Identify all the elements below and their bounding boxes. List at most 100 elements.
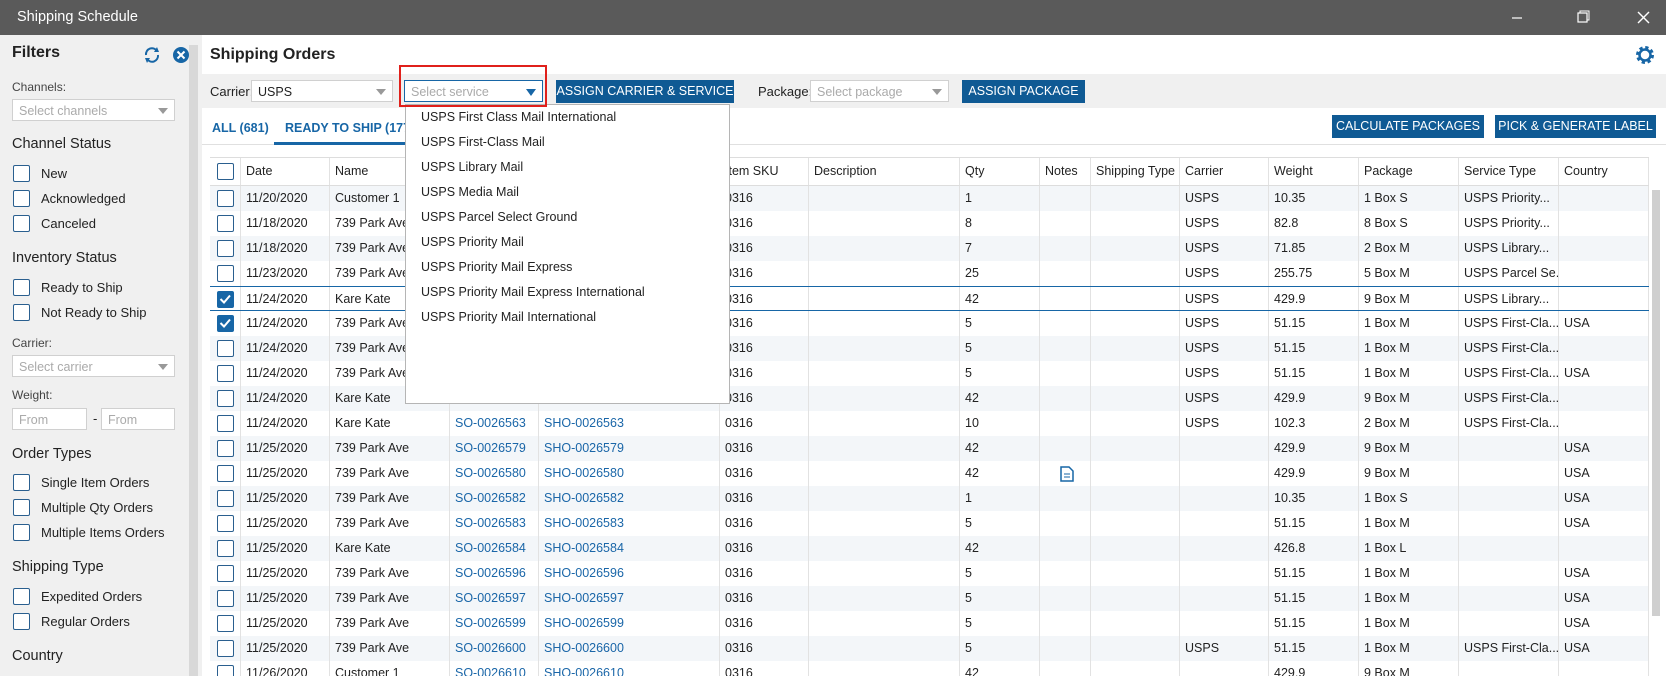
checkbox[interactable] xyxy=(13,165,30,182)
cell[interactable]: SHO-0026583 xyxy=(539,511,720,536)
cell[interactable]: SHO-0026610 xyxy=(539,661,720,676)
checkbox[interactable] xyxy=(13,215,30,232)
cell[interactable]: SO-0026583 xyxy=(450,511,539,536)
checkbox[interactable] xyxy=(217,615,234,632)
checkbox[interactable] xyxy=(13,588,30,605)
cell: 11/25/2020 xyxy=(241,536,330,561)
cell[interactable]: SO-0026610 xyxy=(450,661,539,676)
select[interactable]: Select channels xyxy=(12,99,175,121)
settings-icon[interactable] xyxy=(1634,44,1656,66)
dropdown-option[interactable]: USPS Priority Mail Express xyxy=(421,260,573,274)
cell[interactable]: SHO-0026600 xyxy=(539,636,720,661)
table-row[interactable]: 11/25/2020 739 Park Ave SO-0026582 SHO-0026… xyxy=(210,486,1649,511)
cell[interactable]: SO-0026584 xyxy=(450,536,539,561)
checkbox[interactable] xyxy=(217,590,234,607)
cell[interactable]: SHO-0026582 xyxy=(539,486,720,511)
cell[interactable]: SO-0026582 xyxy=(450,486,539,511)
cell[interactable]: SO-0026600 xyxy=(450,636,539,661)
checkbox[interactable] xyxy=(13,524,30,541)
checkbox[interactable] xyxy=(217,515,234,532)
header-cell: Description xyxy=(809,158,960,185)
cell[interactable]: SHO-0026599 xyxy=(539,611,720,636)
checkbox-checked[interactable] xyxy=(217,291,234,308)
checkbox[interactable] xyxy=(217,190,234,207)
dropdown-option[interactable]: USPS Priority Mail xyxy=(421,235,524,249)
cell[interactable]: SO-0026563 xyxy=(450,411,539,436)
table-row[interactable]: 11/26/2020 Customer 1 SO-0026610 SHO-002661… xyxy=(210,661,1649,676)
dropdown-option[interactable]: USPS Library Mail xyxy=(421,160,524,174)
checkbox[interactable] xyxy=(217,665,234,676)
cell[interactable]: SHO-0026579 xyxy=(539,436,720,461)
table-row[interactable]: 11/25/2020 739 Park Ave SO-0026597 SHO-0026… xyxy=(210,586,1649,611)
checkbox[interactable] xyxy=(217,440,234,457)
table-row[interactable]: 11/24/2020 Kare Kate SO-0026563 SHO-0026563… xyxy=(210,411,1649,436)
scrollbar[interactable] xyxy=(189,45,198,676)
filter-icons[interactable] xyxy=(142,45,192,65)
cell[interactable]: SHO-0026563 xyxy=(539,411,720,436)
table-row[interactable]: 11/25/2020 739 Park Ave SO-0026599 SHO-0026… xyxy=(210,611,1649,636)
checkbox[interactable] xyxy=(13,499,30,516)
button[interactable]: ASSIGN PACKAGE xyxy=(962,80,1085,103)
button[interactable]: CALCULATE PACKAGES xyxy=(1332,115,1484,138)
checkbox[interactable] xyxy=(13,279,30,296)
dropdown-option[interactable]: USPS Parcel Select Ground xyxy=(421,210,578,224)
checkbox[interactable] xyxy=(217,490,234,507)
carrier-select[interactable]: USPS xyxy=(251,80,393,102)
select[interactable]: Select carrier xyxy=(12,355,175,377)
dropdown-option[interactable]: USPS Priority Mail International xyxy=(421,310,597,324)
weight-input[interactable]: From xyxy=(12,408,87,430)
tab-active[interactable]: READY TO SHIP (177) xyxy=(285,121,415,135)
cell[interactable]: SO-0026579 xyxy=(450,436,539,461)
service-select[interactable]: Select service xyxy=(404,80,543,102)
cell xyxy=(1459,461,1559,486)
window-controls[interactable] xyxy=(1512,10,1662,26)
table-row[interactable]: 11/25/2020 739 Park Ave SO-0026580 SHO-0026… xyxy=(210,461,1649,486)
tab[interactable]: ALL (681) xyxy=(212,121,269,135)
package-select[interactable]: Select package xyxy=(810,80,949,102)
checkbox[interactable] xyxy=(217,265,234,282)
note-icon[interactable] xyxy=(1060,466,1074,482)
checkbox[interactable] xyxy=(13,613,30,630)
cell[interactable]: SHO-0026584 xyxy=(539,536,720,561)
cell[interactable]: SHO-0026596 xyxy=(539,561,720,586)
cell[interactable]: SHO-0026597 xyxy=(539,586,720,611)
cell[interactable]: SO-0026597 xyxy=(450,586,539,611)
table-row[interactable]: 11/18/2020 739 Park Ave 0316 8 USPS 82.8 8 Box… xyxy=(210,211,1649,236)
dropdown-option[interactable]: USPS First Class Mail International xyxy=(421,110,617,124)
table-row[interactable]: 11/25/2020 739 Park Ave SO-0026583 SHO-0026… xyxy=(210,511,1649,536)
checkbox[interactable] xyxy=(217,465,234,482)
checkbox-checked[interactable] xyxy=(217,315,234,332)
table-scrollbar[interactable] xyxy=(1652,190,1660,616)
weight-input[interactable]: From xyxy=(101,408,175,430)
cell: 11/25/2020 xyxy=(241,636,330,661)
checkbox[interactable] xyxy=(217,240,234,257)
cell xyxy=(1091,386,1180,411)
checkbox[interactable] xyxy=(217,540,234,557)
table-row[interactable]: 11/25/2020 739 Park Ave SO-0026579 SHO-0026… xyxy=(210,436,1649,461)
checkbox[interactable] xyxy=(217,163,234,180)
checkbox[interactable] xyxy=(13,474,30,491)
table-row[interactable]: 11/25/2020 739 Park Ave SO-0026596 SHO-0026… xyxy=(210,561,1649,586)
cell: 0316 xyxy=(720,486,809,511)
button[interactable]: ASSIGN CARRIER & SERVICE xyxy=(556,80,734,103)
dropdown-option[interactable]: USPS First-Class Mail xyxy=(421,135,545,149)
checkbox[interactable] xyxy=(13,304,30,321)
cell[interactable]: SO-0026580 xyxy=(450,461,539,486)
dropdown-option[interactable]: USPS Priority Mail Express International xyxy=(421,285,645,299)
checkbox[interactable] xyxy=(217,640,234,657)
checkbox[interactable] xyxy=(217,415,234,432)
checkbox[interactable] xyxy=(13,190,30,207)
checkbox[interactable] xyxy=(217,565,234,582)
button[interactable]: PICK & GENERATE LABEL xyxy=(1495,115,1656,138)
table-row[interactable]: 11/25/2020 Kare Kate SO-0026584 SHO-0026584… xyxy=(210,536,1649,561)
dropdown-option[interactable]: USPS Media Mail xyxy=(421,185,519,199)
cell[interactable]: SO-0026596 xyxy=(450,561,539,586)
checkbox[interactable] xyxy=(217,215,234,232)
label: Weight: xyxy=(12,388,53,402)
checkbox[interactable] xyxy=(217,340,234,357)
checkbox[interactable] xyxy=(217,365,234,382)
cell[interactable]: SHO-0026580 xyxy=(539,461,720,486)
cell[interactable]: SO-0026599 xyxy=(450,611,539,636)
checkbox[interactable] xyxy=(217,390,234,407)
table-row[interactable]: 11/25/2020 739 Park Ave SO-0026600 SHO-0026… xyxy=(210,636,1649,661)
